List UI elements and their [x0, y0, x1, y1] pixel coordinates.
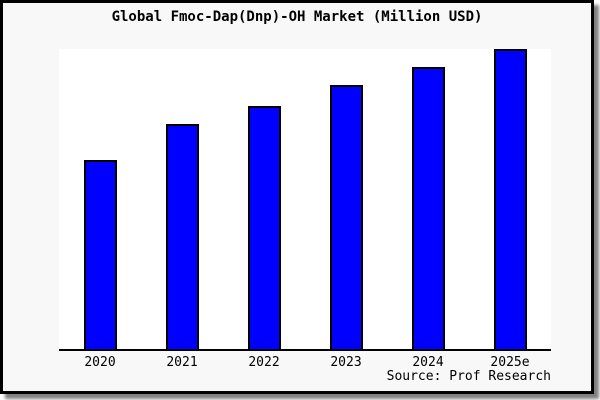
bar-2021: [165, 124, 199, 349]
x-tick-label-2023: 2023: [330, 355, 362, 370]
x-tick-label-2022: 2022: [248, 355, 280, 370]
x-tick-label-2024: 2024: [412, 355, 444, 370]
plot-area: [59, 49, 551, 351]
chart-card: Global Fmoc-Dap(Dnp)-OH Market (Million …: [0, 0, 594, 394]
bar-2024: [411, 67, 445, 349]
bar-2023: [329, 85, 363, 349]
x-tick-label-2020: 2020: [84, 355, 116, 370]
x-tick-label-2025e: 2025e: [490, 355, 530, 370]
bar-2025e: [493, 49, 527, 349]
source-credit: Source: Prof Research: [386, 369, 551, 384]
bar-2020: [83, 160, 117, 349]
x-tick-label-2021: 2021: [166, 355, 198, 370]
chart-title: Global Fmoc-Dap(Dnp)-OH Market (Million …: [111, 9, 483, 25]
x-axis-labels: 2020 2021 2022 2023 2024 2025e: [59, 355, 551, 370]
bar-2022: [247, 106, 281, 349]
